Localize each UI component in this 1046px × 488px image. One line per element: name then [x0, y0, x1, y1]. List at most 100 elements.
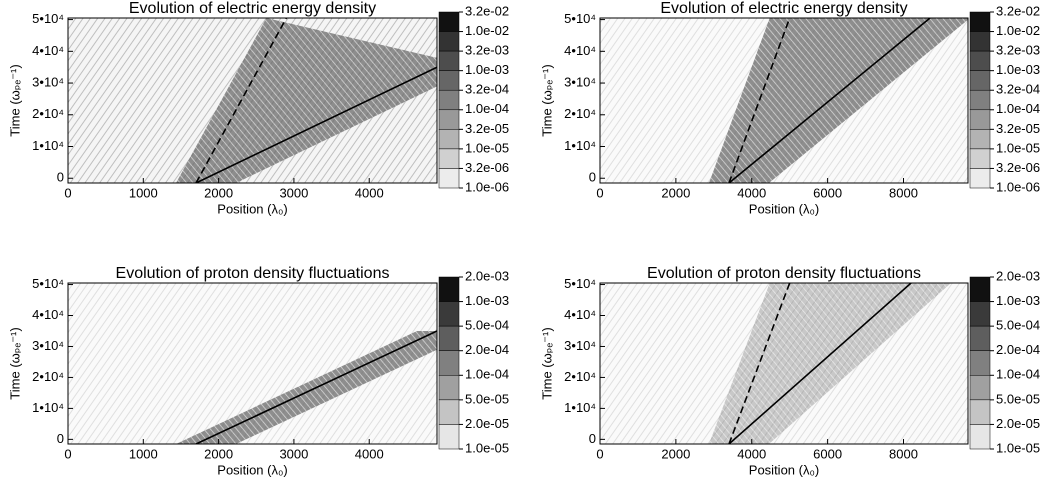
field-band — [708, 18, 968, 183]
colorbar-label: 3.2e-02 — [465, 3, 509, 18]
y-axis-label: Time (ωₚₑ⁻¹) — [539, 64, 554, 136]
colorbar-level — [969, 70, 991, 91]
colorbar-level — [969, 276, 991, 302]
y-tick-label: 3•10⁴ — [564, 338, 596, 353]
y-tick-label: 0 — [589, 170, 596, 185]
x-tick-label: 3000 — [279, 446, 308, 461]
colorbar-label: 1.0e-06 — [465, 179, 509, 194]
front-line — [195, 330, 437, 444]
x-axis-label: Position (λ₀) — [217, 462, 287, 477]
colorbar-level — [969, 350, 991, 376]
x-axis-label: Position (λ₀) — [217, 201, 287, 216]
x-tick-label: 4000 — [737, 446, 766, 461]
colorbar-level — [969, 325, 991, 351]
colorbar-label: 2.0e-04 — [996, 342, 1040, 357]
colorbar-level — [438, 325, 460, 351]
colorbar-level — [969, 89, 991, 111]
y-tick-label: 1•10⁴ — [32, 400, 64, 415]
colorbar-level — [969, 11, 991, 32]
x-tick-label: 2000 — [661, 185, 690, 200]
colorbar-level — [438, 301, 460, 327]
x-tick-label: 8000 — [889, 185, 918, 200]
colorbar-label: 1.0e-04 — [996, 367, 1040, 382]
y-tick-label: 2•10⁴ — [564, 106, 596, 121]
colorbar-label: 2.0e-05 — [465, 416, 509, 431]
x-tick-label: 6000 — [813, 185, 842, 200]
colorbar-level — [969, 129, 991, 150]
x-tick-label: 0 — [596, 185, 603, 200]
colorbar-level — [438, 109, 460, 130]
colorbar-label: 1.0e-04 — [465, 367, 509, 382]
colorbar-level — [969, 148, 991, 169]
y-tick-label: 1•10⁴ — [564, 400, 596, 415]
x-axis-label: Position (λ₀) — [749, 201, 819, 216]
colorbar-label: 3.2e-05 — [465, 121, 509, 136]
colorbar-label: 1.0e-03 — [996, 293, 1040, 308]
colorbar-label: 1.0e-05 — [465, 140, 509, 155]
y-tick-label: 4•10⁴ — [564, 43, 596, 58]
colorbar-label: 2.0e-03 — [996, 268, 1040, 283]
colorbar-level — [969, 109, 991, 130]
colorbar-level — [438, 375, 460, 401]
x-tick-label: 0 — [596, 446, 603, 461]
colorbar-level — [969, 301, 991, 327]
colorbar-level — [438, 276, 460, 302]
colorbar-level — [438, 50, 460, 71]
colorbar-level — [438, 11, 460, 32]
colorbar-label: 3.2e-06 — [465, 160, 509, 175]
front-line — [728, 283, 791, 444]
field — [600, 18, 968, 183]
colorbar-level — [969, 399, 991, 425]
colorbar-level — [438, 350, 460, 376]
colorbar-label: 1.0e-03 — [465, 62, 509, 77]
field — [600, 283, 968, 444]
x-axis-label: Position (λ₀) — [749, 462, 819, 477]
colorbar-level — [969, 31, 991, 52]
x-tick-label: 4000 — [737, 185, 766, 200]
colorbar-label: 2.0e-04 — [465, 342, 509, 357]
frame — [599, 17, 969, 184]
field-band — [708, 283, 952, 444]
y-tick-label: 1•10⁴ — [564, 138, 596, 153]
colorbar-label: 2.0e-03 — [465, 268, 509, 283]
y-tick-label: 0 — [589, 431, 596, 446]
colorbar-level — [438, 399, 460, 425]
colorbar-label: 5.0e-05 — [996, 391, 1040, 406]
colorbar-label: 1.0e-06 — [996, 179, 1040, 194]
frame — [599, 282, 969, 445]
colorbar-level — [438, 70, 460, 91]
colorbar-label: 1.0e-05 — [465, 440, 509, 455]
x-tick-label: 0 — [64, 185, 71, 200]
frame — [67, 282, 438, 445]
y-tick-label: 4•10⁴ — [32, 307, 64, 322]
y-tick-label: 0 — [57, 431, 64, 446]
y-tick-label: 5•10⁴ — [32, 276, 64, 291]
y-tick-label: 5•10⁴ — [564, 276, 596, 291]
chart-title: Evolution of electric energy density — [129, 0, 376, 17]
y-tick-label: 1•10⁴ — [32, 138, 64, 153]
colorbar-label: 3.2e-04 — [996, 82, 1040, 97]
x-tick-label: 2000 — [204, 185, 233, 200]
x-tick-label: 4000 — [355, 185, 384, 200]
colorbar-label: 1.0e-05 — [996, 140, 1040, 155]
chart-title: Evolution of proton density fluctuations — [116, 265, 390, 282]
front-line — [195, 18, 288, 183]
colorbar-label: 1.0e-04 — [465, 101, 509, 116]
colorbar-level — [438, 424, 460, 450]
y-tick-label: 3•10⁴ — [32, 338, 64, 353]
y-tick-label: 5•10⁴ — [564, 11, 596, 26]
y-tick-label: 3•10⁴ — [564, 74, 596, 89]
colorbar-label: 5.0e-04 — [996, 318, 1040, 333]
colorbar-level — [438, 89, 460, 111]
colorbar-label: 3.2e-03 — [465, 43, 509, 58]
field-band — [176, 18, 437, 183]
colorbar-label: 5.0e-05 — [465, 391, 509, 406]
colorbar-label: 3.2e-02 — [996, 3, 1040, 18]
y-tick-label: 2•10⁴ — [564, 369, 596, 384]
colorbar-label: 3.2e-03 — [996, 43, 1040, 58]
x-tick-label: 3000 — [279, 185, 308, 200]
colorbar-label: 1.0e-03 — [465, 293, 509, 308]
chart-title: Evolution of electric energy density — [660, 0, 907, 17]
colorbar-label: 1.0e-05 — [996, 440, 1040, 455]
